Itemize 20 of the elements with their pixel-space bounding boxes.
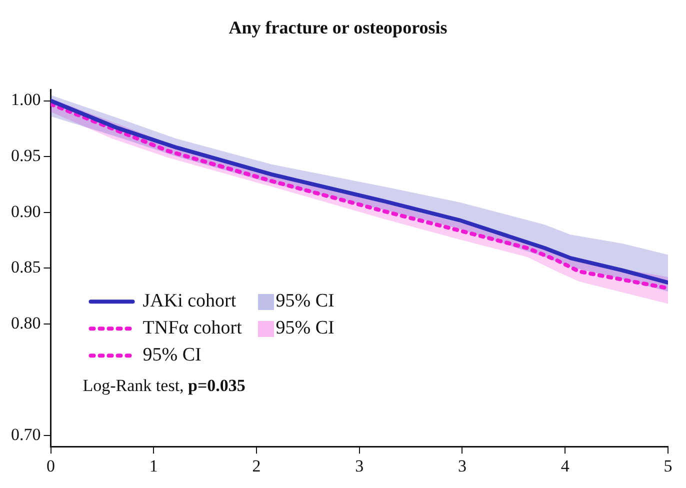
y-tick-label: 0.70 [11,424,41,444]
y-tick-label: 0.90 [11,202,41,221]
y-tick-label: 0.95 [11,146,41,166]
annotation: 95% CI [276,318,334,339]
legend-label: TNFα cohort [142,318,243,339]
x-tick-label: 0 [46,456,55,476]
y-tick-label: 0.80 [11,313,41,332]
x-tick-label: 2 [252,456,261,476]
annotation: 95% CI [142,344,202,366]
x-tick-label: 4 [560,456,570,476]
y-tick-label: 0.85 [11,258,41,277]
annotation: 95% CI [276,290,334,312]
x-tick-label: 3 [355,456,364,476]
x-tick-label: 5 [664,456,672,476]
x-tick-label: 3 [458,456,466,476]
chart-title: Any fracture or osteoporosis [228,17,448,38]
x-tick-label: 1 [149,456,158,476]
annotation: Log-Rank test, p=0.035 [82,376,246,396]
y-tick-label: 1.00 [11,90,41,110]
legend-label: JAKi cohort [142,290,237,312]
